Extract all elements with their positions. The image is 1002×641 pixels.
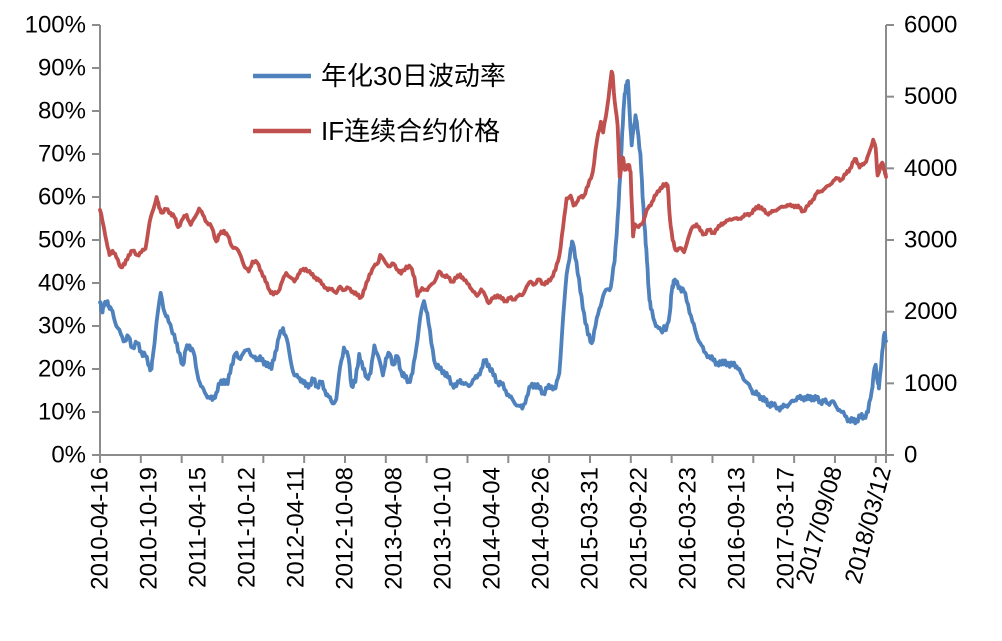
x-tick-label: 2011-10-12 xyxy=(233,467,260,588)
y-left-tick-label: 40% xyxy=(38,270,86,297)
y-right-tick-label: 1000 xyxy=(904,370,957,397)
x-tick-label: 2014-04-04 xyxy=(478,467,505,590)
x-tick-label: 2015-03-31 xyxy=(576,467,603,590)
y-left-tick-label: 30% xyxy=(38,313,86,340)
y-right-tick-label: 2000 xyxy=(904,298,957,325)
y-right-tick-label: 3000 xyxy=(904,227,957,254)
x-tick-label: 2016-03-23 xyxy=(674,467,701,590)
y-left-tick-label: 50% xyxy=(38,227,86,254)
y-left-tick-label: 10% xyxy=(38,399,86,426)
x-tick-label: 2010-04-16 xyxy=(87,467,114,590)
y-left-tick-label: 70% xyxy=(38,141,86,168)
x-tick-label: 2016-09-13 xyxy=(723,467,750,590)
y-right-tick-label: 5000 xyxy=(904,83,957,110)
legend: 年化30日波动率 IF连续合约价格 xyxy=(253,61,506,146)
y-left-tick-label: 100% xyxy=(25,12,86,39)
x-tick-label: 2013-10-10 xyxy=(429,467,456,590)
x-tick-label: 2012-10-08 xyxy=(331,467,358,590)
axes xyxy=(92,24,894,463)
y-left-tick-label: 60% xyxy=(38,184,86,211)
x-tick-label: 2012-04-11 xyxy=(282,467,309,588)
y-left-tick-label: 0% xyxy=(51,442,86,469)
legend-label-volatility: 年化30日波动率 xyxy=(321,61,506,91)
y-left-tick-label: 90% xyxy=(38,55,86,82)
x-tick-label: 2014-09-26 xyxy=(527,467,554,590)
volatility-line-series xyxy=(98,79,888,426)
y-left-tick-label: 80% xyxy=(38,98,86,125)
x-tick-label: 2011-04-15 xyxy=(184,467,211,588)
y-left-tick-label: 20% xyxy=(38,356,86,383)
legend-label-price: IF连续合约价格 xyxy=(321,116,500,146)
price-line-series xyxy=(98,69,888,305)
x-tick-label: 2015-09-22 xyxy=(625,467,652,590)
series-lines xyxy=(98,69,888,426)
y-right-tick-label: 0 xyxy=(904,442,917,469)
y-right-tick-label: 4000 xyxy=(904,155,957,182)
x-tick-label: 2017-03-17 xyxy=(772,467,799,590)
x-tick-label: 2010-10-19 xyxy=(135,467,162,590)
x-tick-label: 2013-04-08 xyxy=(380,467,407,590)
y-right-tick-label: 6000 xyxy=(904,12,957,39)
